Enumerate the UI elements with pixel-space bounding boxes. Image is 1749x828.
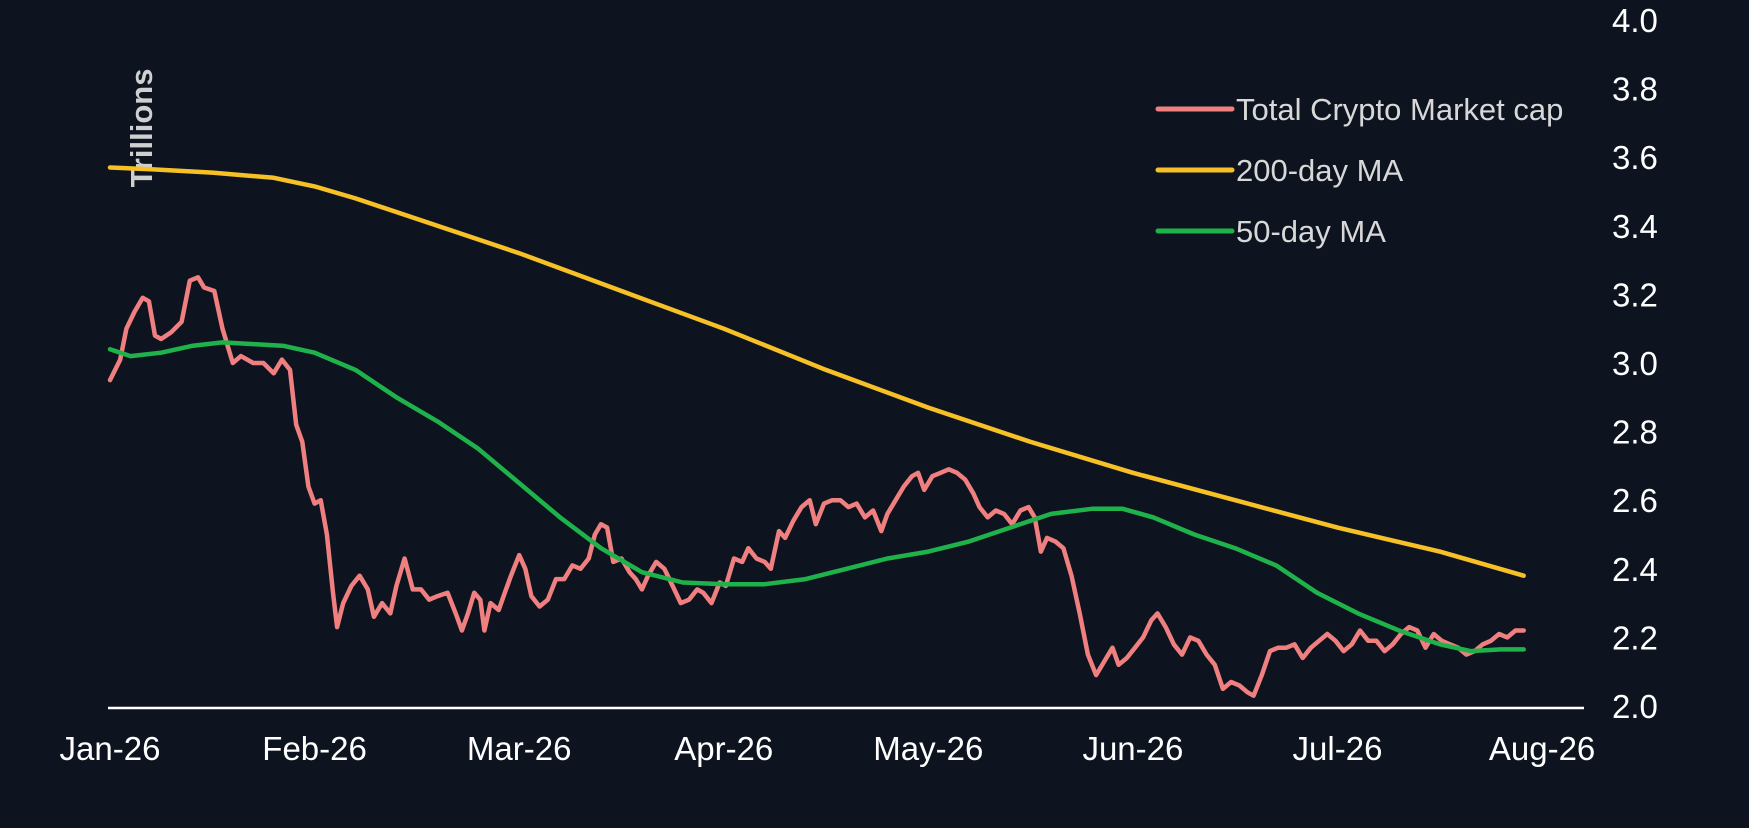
legend-label: Total Crypto Market cap <box>1236 92 1563 127</box>
y-tick-label: 3.4 <box>1612 208 1658 245</box>
y-tick-label: 3.0 <box>1612 345 1658 382</box>
x-axis: Jan-26 Feb-26 Mar-26 Apr-26 May-26 Jun-26 Jul-… <box>60 730 1596 767</box>
series-layer <box>107 165 1526 698</box>
x-tick-label: Aug-26 <box>1489 730 1595 767</box>
x-tick-label: Jun-26 <box>1082 730 1183 767</box>
y-tick-label: 2.2 <box>1612 619 1658 656</box>
series-line-50-day-ma <box>107 340 1526 654</box>
y-axis: 2.0 2.2 2.4 2.6 2.8 3.0 3.2 3.4 3.6 3.8 4.0 <box>1612 2 1658 725</box>
y-tick-label: 3.8 <box>1612 71 1658 108</box>
y-tick-label: 2.4 <box>1612 551 1658 588</box>
y-tick-label: 3.2 <box>1612 276 1658 313</box>
y-tick-label: 2.6 <box>1612 482 1658 519</box>
y-tick-label: 3.6 <box>1612 139 1658 176</box>
series-line-200-day-ma <box>107 165 1526 578</box>
legend-label: 50-day MA <box>1236 214 1386 249</box>
y-tick-label: 2.8 <box>1612 414 1658 451</box>
legend: Total Crypto Market cap 200-day MA 50-day … <box>1155 92 1563 249</box>
y-tick-label: 2.0 <box>1612 688 1658 725</box>
x-tick-label: Apr-26 <box>674 730 773 767</box>
legend-item-200-day-ma: 200-day MA <box>1155 153 1403 188</box>
legend-label: 200-day MA <box>1236 153 1403 188</box>
x-tick-label: May-26 <box>873 730 983 767</box>
legend-item-50-day-ma: 50-day MA <box>1155 214 1386 249</box>
y-tick-label: 4.0 <box>1612 2 1658 39</box>
x-tick-label: Jan-26 <box>60 730 161 767</box>
x-tick-label: Mar-26 <box>467 730 572 767</box>
x-tick-label: Feb-26 <box>262 730 367 767</box>
legend-item-total-crypto-market-cap: Total Crypto Market cap <box>1155 92 1563 127</box>
series-line-total-crypto-market-cap <box>107 275 1526 698</box>
x-tick-label: Jul-26 <box>1293 730 1383 767</box>
